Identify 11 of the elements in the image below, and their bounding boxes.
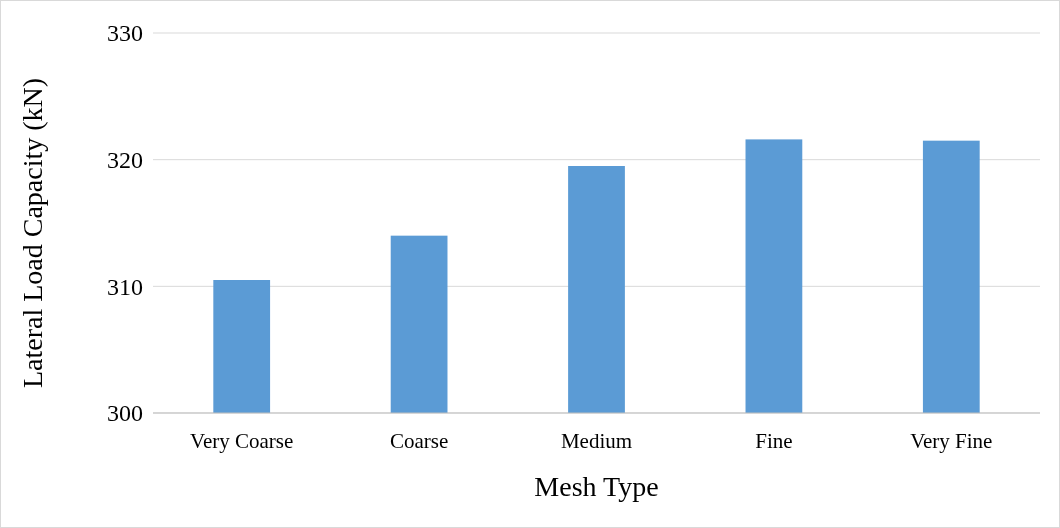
- x-tick-label: Very Fine: [910, 429, 993, 453]
- x-tick-label: Very Coarse: [190, 429, 294, 453]
- y-tick-label: 330: [107, 20, 143, 47]
- y-tick-label: 300: [107, 400, 143, 427]
- x-tick-label: Medium: [560, 429, 633, 453]
- y-tick-label: 310: [107, 273, 143, 300]
- y-tick-label: 320: [107, 147, 143, 174]
- y-axis-title: Lateral Load Capacity (kN): [17, 77, 48, 389]
- x-tick-label: Fine: [755, 429, 793, 453]
- x-tick-label: Coarse: [389, 429, 449, 453]
- x-axis-title: Mesh Type: [534, 471, 659, 502]
